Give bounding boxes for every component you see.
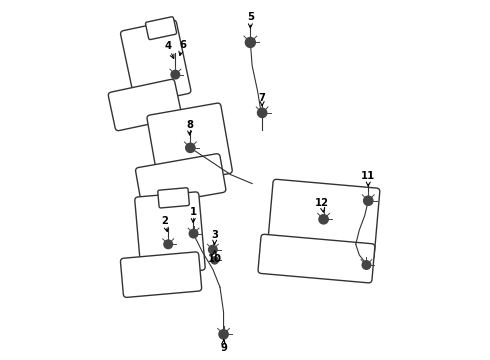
FancyBboxPatch shape	[146, 17, 176, 40]
FancyBboxPatch shape	[158, 188, 189, 208]
Text: 7: 7	[259, 93, 266, 106]
Text: 6: 6	[179, 40, 186, 55]
Circle shape	[211, 257, 218, 264]
Text: 3: 3	[211, 230, 218, 244]
Circle shape	[219, 330, 228, 339]
FancyBboxPatch shape	[121, 252, 201, 297]
FancyBboxPatch shape	[258, 234, 375, 283]
FancyBboxPatch shape	[135, 192, 205, 275]
Circle shape	[245, 37, 255, 48]
Text: 9: 9	[220, 340, 227, 353]
Circle shape	[362, 261, 371, 269]
Circle shape	[364, 196, 373, 205]
Text: 12: 12	[315, 198, 329, 212]
FancyBboxPatch shape	[136, 154, 226, 206]
Text: 8: 8	[186, 120, 193, 135]
FancyBboxPatch shape	[108, 79, 182, 131]
Text: 11: 11	[361, 171, 375, 186]
Text: 5: 5	[247, 13, 254, 28]
Text: 1: 1	[190, 207, 197, 222]
Circle shape	[171, 70, 180, 79]
Text: 2: 2	[161, 216, 168, 231]
Circle shape	[164, 240, 172, 249]
Circle shape	[319, 215, 328, 224]
FancyBboxPatch shape	[268, 179, 380, 259]
Circle shape	[258, 108, 267, 117]
Circle shape	[189, 229, 198, 238]
FancyBboxPatch shape	[147, 103, 232, 185]
Text: 10: 10	[208, 251, 221, 264]
Circle shape	[209, 246, 217, 254]
FancyBboxPatch shape	[121, 20, 191, 104]
Text: 4: 4	[165, 41, 174, 59]
Circle shape	[186, 143, 195, 153]
